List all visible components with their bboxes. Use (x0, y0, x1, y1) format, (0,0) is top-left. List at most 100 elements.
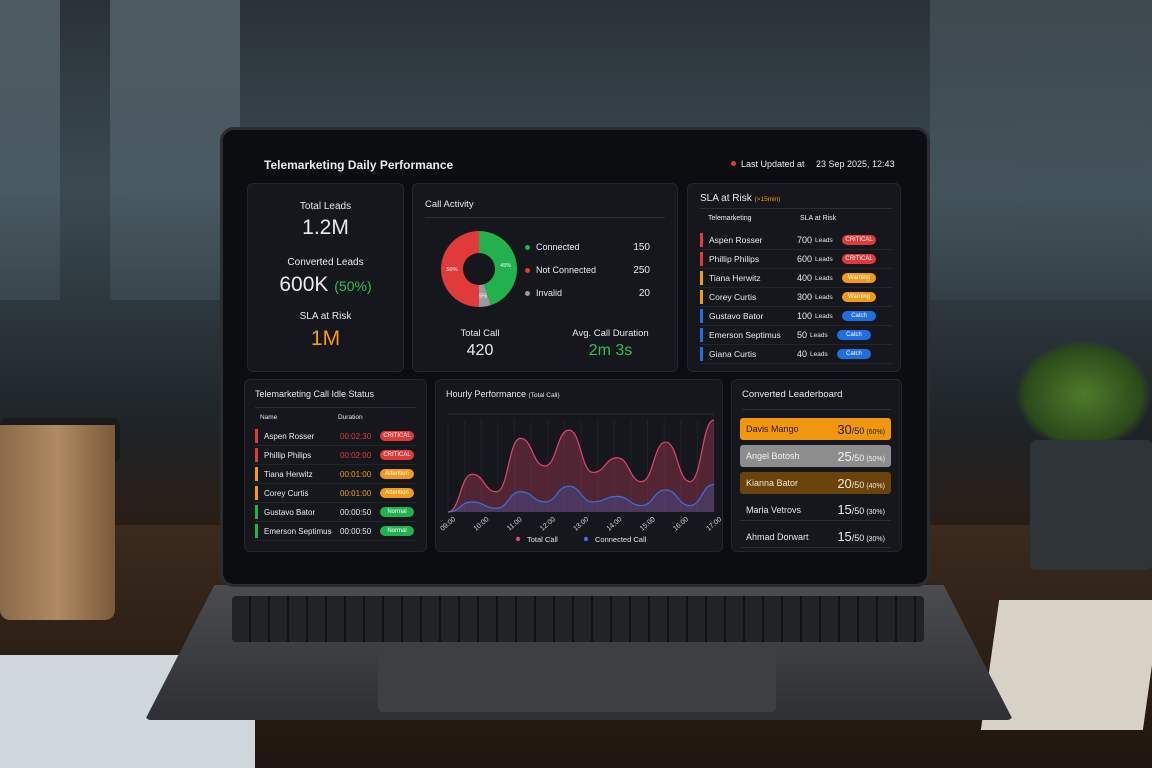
status-badge: Attention (380, 488, 414, 498)
x-tick-label: 12:00 (539, 516, 557, 533)
series-line[interactable] (447, 483, 715, 513)
score-value: 25 (837, 448, 852, 464)
status-bar (255, 467, 258, 481)
lead-unit: Leads (815, 255, 833, 263)
sla-row[interactable]: Emerson Septimus 50 Leads Catch (700, 326, 892, 345)
agent-name: Phillip Philips (264, 450, 312, 460)
sla-row[interactable]: Giana Curtis 40 Leads Catch (700, 345, 892, 364)
lead-unit: Leads (810, 331, 828, 339)
idle-row[interactable]: Corey Curtis 00:01:00 Attention (255, 484, 416, 503)
plant-pot (1030, 440, 1152, 570)
idle-row[interactable]: Gustavo Bator 00:00:50 Normal (255, 503, 416, 522)
live-dot-icon (731, 161, 736, 166)
status-badge: Catch (837, 349, 872, 359)
leaderboard-row[interactable]: Angel Botosh 25/50 (50%) (740, 445, 891, 467)
idle-duration: 00:02:30 (340, 431, 372, 441)
x-tick-label: 10:00 (473, 516, 491, 533)
score-pct: (40%) (866, 482, 885, 490)
background-window (0, 0, 60, 300)
total-leads-label: Total Leads (299, 201, 352, 212)
agent-name: Gustavo Bator (709, 311, 764, 321)
donut-slice[interactable] (441, 231, 479, 307)
score-value: 30 (837, 421, 852, 437)
x-tick-label: 16:00 (672, 516, 690, 533)
divider (700, 208, 892, 209)
legend-label: Invalid (536, 288, 563, 298)
score-total: /50 (851, 452, 865, 463)
col-name: Name (260, 414, 278, 421)
agent-score: 30/50 (60%) (837, 422, 885, 437)
idle-duration: 00:01:00 (340, 488, 372, 498)
keyboard (232, 596, 924, 642)
lead-count: 40 (797, 349, 808, 359)
plant (1015, 340, 1152, 450)
legend-dot-icon (525, 245, 530, 250)
score-total: /50 (851, 479, 865, 490)
status-badge: CRITICAL (842, 235, 877, 245)
sla-subtitle: (>15min) (754, 196, 781, 203)
x-tick-label: 14:00 (606, 516, 624, 533)
slice-label: 50% (446, 267, 457, 273)
sla-row[interactable]: Phillip Philips 600 Leads CRITICAL (700, 250, 892, 269)
x-tick-label: 17:00 (705, 516, 723, 533)
score-pct: (50%) (866, 455, 885, 463)
series-area (448, 420, 714, 512)
score-pct: (30%) (866, 509, 885, 516)
status-badge: CRITICAL (380, 431, 414, 441)
idle-row[interactable]: Aspen Rosser 00:02:30 CRITICAL (255, 427, 416, 446)
series-line[interactable] (447, 419, 715, 513)
legend-label: Connected Call (595, 535, 647, 544)
idle-row[interactable]: Emerson Septimus 00:00:50 Normal (255, 522, 416, 541)
chart-title: Hourly Performance (Total Call) (446, 389, 560, 399)
lead-count: 50 (797, 330, 808, 340)
status-badge: CRITICAL (842, 254, 877, 264)
leaderboard-row[interactable]: Maria Vetrovs 15/50 (30%) (740, 499, 891, 521)
legend-value: 20 (638, 288, 650, 299)
col-sla: SLA at Risk (800, 215, 837, 222)
agent-name: Emerson Septimus (264, 526, 332, 536)
sla-risk-table: Aspen Rosser 700 Leads CRITICAL Phillip Phil… (700, 231, 892, 371)
sla-row[interactable]: Corey Curtis 300 Leads Warning (700, 288, 892, 307)
sla-risk-title: SLA at Risk (>15min) (700, 193, 780, 204)
idle-row[interactable]: Phillip Philips 00:02:00 CRITICAL (255, 446, 416, 465)
sla-risk-panel: SLA at Risk (>15min) Telemarketing SLA a… (687, 183, 901, 372)
agent-score: 15/50 (30%) (837, 502, 885, 517)
lead-count: 400 (797, 273, 813, 283)
donut-slice[interactable] (479, 231, 517, 306)
leaderboard-row[interactable]: Ahmad Dorwart 15/50 (30%) (740, 526, 891, 548)
agent-name: Phillip Philips (709, 254, 760, 264)
background-window (110, 0, 240, 300)
converted-leads-label: Converted Leads (287, 257, 364, 268)
leaderboard-row[interactable]: Kianna Bator 20/50 (40%) (740, 472, 891, 494)
col-telemarketing: Telemarketing (708, 215, 752, 222)
sla-risk-label: SLA at Risk (299, 311, 352, 322)
status-badge: Normal (380, 526, 414, 536)
legend-dot-icon (525, 291, 530, 296)
call-activity-title: Call Activity (425, 199, 474, 210)
col-duration: Duration (338, 414, 363, 421)
status-bar (255, 486, 258, 500)
status-badge: CRITICAL (380, 450, 414, 460)
series-area (448, 484, 714, 512)
x-tick-label: 15:00 (639, 516, 657, 533)
status-bar (700, 233, 703, 247)
status-bar (700, 328, 703, 342)
idle-title: Telemarketing Call Idle Status (255, 389, 375, 399)
status-badge: Attention (380, 469, 414, 479)
sla-row[interactable]: Gustavo Bator 100 Leads Catch (700, 307, 892, 326)
sla-row[interactable]: Tiana Herwitz 400 Leads Warning (700, 269, 892, 288)
score-pct: (30%) (866, 536, 885, 543)
lead-count: 300 (797, 292, 813, 302)
leaderboard-row[interactable]: Davis Mango 30/50 (60%) (740, 418, 891, 440)
sla-row[interactable]: Aspen Rosser 700 Leads CRITICAL (700, 231, 892, 250)
score-value: 20 (837, 475, 852, 491)
donut-slice[interactable] (479, 284, 491, 307)
legend-value: 150 (633, 242, 650, 253)
agent-name: Emerson Septimus (709, 330, 781, 340)
x-tick-label: 09:00 (439, 516, 457, 533)
last-updated-label: Last Updated at (741, 159, 805, 169)
x-tick-label: 11:00 (506, 516, 524, 532)
idle-row[interactable]: Tiana Herwitz 00:01:00 Attention (255, 465, 416, 484)
legend-dot-icon (515, 536, 521, 542)
total-call-value: 420 (466, 342, 494, 359)
